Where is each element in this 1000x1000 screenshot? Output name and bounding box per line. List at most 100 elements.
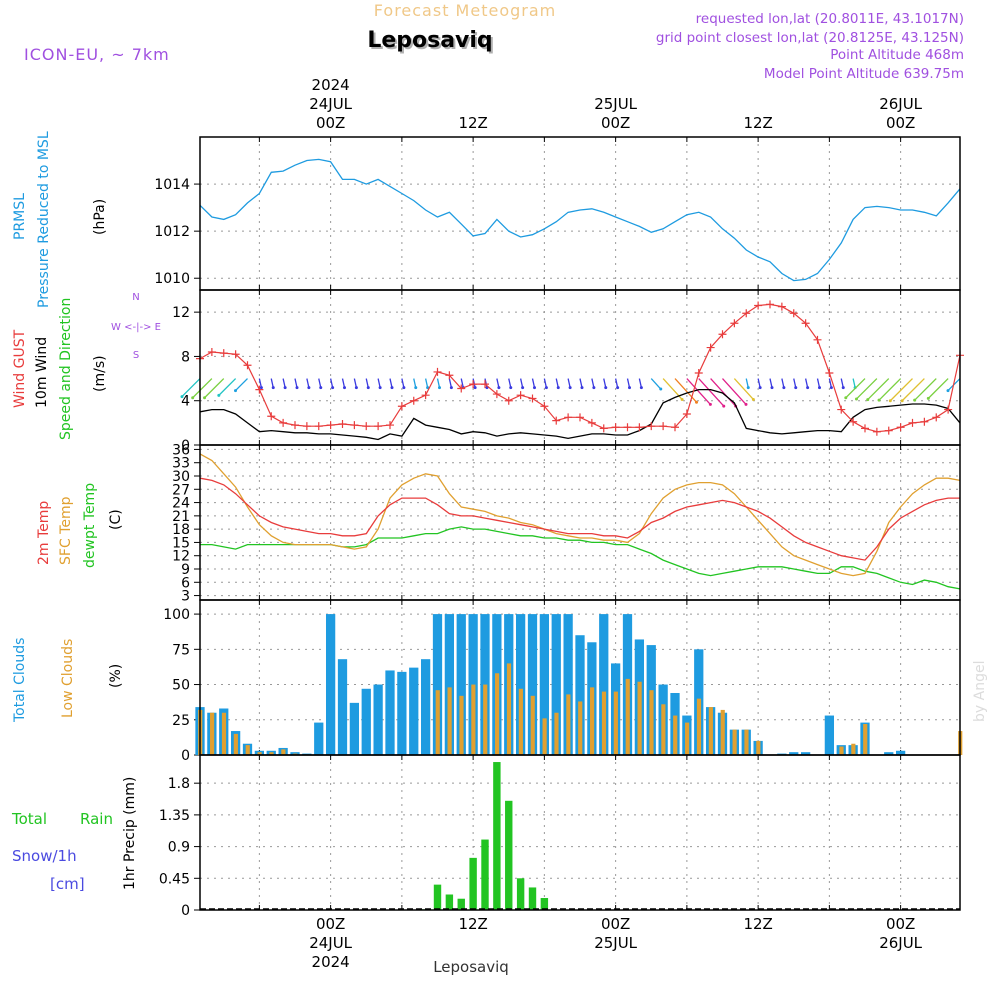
y-tick-label: 9 (181, 562, 190, 578)
gust-marker (564, 413, 573, 422)
wind-arrow (901, 378, 925, 402)
wind-arrow-head (841, 386, 845, 390)
low-cloud-bar (554, 712, 559, 755)
gust-marker (397, 402, 406, 411)
gust-marker (540, 402, 549, 411)
low-cloud-bar (245, 745, 250, 755)
wind-arrow (626, 378, 631, 388)
compass-south: S (133, 350, 139, 361)
top-time-label: 00Z (316, 114, 345, 132)
wind-yaxis: 0 4 8 12 (172, 290, 902, 454)
wind-arrow-head (473, 386, 477, 390)
wind-arrow-head (722, 404, 726, 408)
footer-location: Leposaviq (433, 958, 509, 976)
gust-marker (849, 417, 858, 426)
gust-marker (314, 422, 323, 431)
wind-arrow-head (402, 386, 406, 390)
snow-label: Snow/1h (12, 847, 77, 865)
rain-bar (540, 898, 549, 910)
wind-arrow-head (319, 386, 323, 390)
wind-arrow (698, 378, 725, 407)
low-cloud-bar (708, 707, 713, 755)
total-cloud-bar (551, 614, 561, 755)
low-cloud-bar (590, 687, 595, 755)
gust-marker (409, 396, 418, 405)
low-cloud-bar (696, 698, 702, 755)
wind-arrow (889, 378, 913, 402)
total-cloud-bar (409, 667, 419, 755)
wind-arrow-head (592, 386, 596, 390)
grid-point-coords: grid point closest lon,lat (20.8125E, 43… (656, 30, 964, 46)
pressure-yaxis: 1010 1012 1014 (154, 137, 902, 290)
gust-marker (682, 410, 691, 418)
rain-bar (516, 878, 525, 910)
wind-arrow (555, 378, 559, 388)
wind-arrow (519, 378, 524, 388)
total-cloud-bar (444, 614, 455, 755)
total-cloud-bar (895, 750, 906, 755)
low-cloud-bar (566, 694, 571, 755)
total-cloud-bar (456, 614, 466, 755)
wind-arrow (856, 378, 878, 400)
wind-arrow-head (521, 386, 525, 390)
wind-arrow-head (913, 398, 917, 402)
wind-arrow-head (854, 397, 858, 401)
bottom-time-label: 00Z (601, 915, 630, 933)
wind-arrow (401, 378, 405, 388)
model-label: ICON-EU, ~ 7km (24, 45, 170, 64)
total-cloud-bar (800, 752, 811, 755)
wind-arrow (329, 378, 334, 388)
wind-arrow (218, 378, 237, 396)
gust-marker (671, 423, 679, 432)
wind-arrow (496, 378, 500, 388)
wind-arrow-head (639, 386, 643, 390)
gust-marker (207, 348, 216, 356)
top-time-label: 25JUL (594, 95, 637, 113)
wind-arrow-head (378, 386, 382, 390)
wind-arrow (914, 378, 937, 401)
y-tick-label: 50 (172, 678, 190, 694)
wind-arrow-head (746, 386, 750, 390)
gust-marker (872, 427, 881, 436)
wind-arrow (591, 378, 595, 388)
gust-marker (659, 422, 668, 431)
wind-arrow (424, 378, 429, 388)
wind-arrow (638, 378, 643, 388)
y-tick-label: 33 (172, 456, 190, 472)
temp-unit: (C) (108, 509, 124, 530)
gust-marker (386, 421, 394, 430)
y-tick-label: 12 (172, 549, 190, 565)
wind-arrow-head (259, 386, 263, 390)
bottom-time-label: 12Z (743, 915, 772, 933)
wind-arrow (686, 378, 711, 405)
low-cloud-bar (459, 695, 464, 755)
gust-marker (623, 423, 632, 432)
top-time-label: 00Z (601, 114, 630, 132)
y-tick-label: 18 (172, 522, 190, 538)
precip-panel: 0 0.45 0.9 1.35 1.8 (159, 754, 961, 919)
cloud-bars (195, 614, 963, 755)
low-cloud-bar (435, 690, 440, 755)
wind-arrow-head (556, 386, 560, 390)
wind-arrow (878, 378, 902, 401)
wind-arrow-head (770, 386, 774, 390)
gust-marker (231, 350, 240, 359)
low-cloud-bar (518, 688, 523, 755)
gust-marker (338, 419, 347, 428)
wind-arrow-head (926, 396, 930, 400)
gust-marker (718, 330, 727, 339)
gust-marker (694, 369, 703, 378)
top-time-label: 26JUL (879, 95, 922, 113)
gust-marker (445, 371, 454, 380)
total-cloud-bar (789, 752, 799, 755)
low-cloud-bar (221, 712, 227, 755)
wind-arrow (650, 378, 662, 390)
wind-arrow (377, 378, 381, 388)
wind-arrow-head (426, 386, 430, 390)
wind-arrow-head (343, 386, 346, 390)
y-tick-label: 0 (181, 748, 190, 764)
wind-arrow (306, 378, 310, 388)
pressure-unit: (hPa) (92, 199, 108, 235)
wind-arrow-head (900, 399, 904, 403)
wind-arrow (603, 378, 607, 388)
